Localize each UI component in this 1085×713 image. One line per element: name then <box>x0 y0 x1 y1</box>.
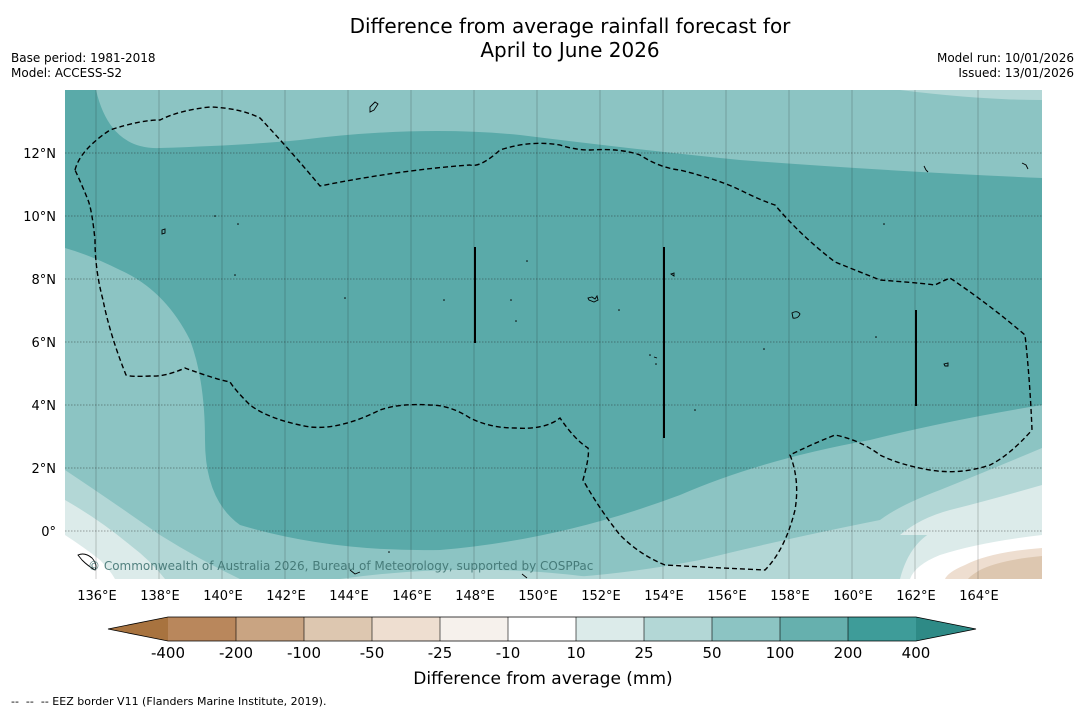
eez-footnote: -- -- -- EEZ border V11 (Flanders Marine… <box>11 695 327 708</box>
colorbar-segments <box>107 616 977 642</box>
issued-date: Issued: 13/01/2026 <box>958 66 1074 80</box>
lat-tick-label: 6°N <box>32 336 57 351</box>
colorbar-tick-label: 25 <box>634 644 653 662</box>
gridlines <box>95 90 979 579</box>
colorbar-segment <box>780 617 848 641</box>
lon-tick-label: 140°E <box>203 589 243 604</box>
islands <box>77 101 1029 579</box>
lat-tick-label: 10°N <box>23 210 56 225</box>
colorbar-segment <box>576 617 644 641</box>
longitude-tick-labels: 136°E 138°E 140°E 142°E 144°E 146°E 148°… <box>77 589 999 604</box>
colorbar-tick-label: 400 <box>902 644 931 662</box>
colorbar-segment <box>848 617 916 641</box>
colorbar-tick-label: 200 <box>834 644 863 662</box>
colorbar-tick-label: -100 <box>287 644 321 662</box>
lon-tick-label: 148°E <box>455 589 495 604</box>
colorbar-tick-label: -400 <box>151 644 185 662</box>
colorbar-segment <box>168 617 236 641</box>
lat-tick-label: 12°N <box>23 147 56 162</box>
colorbar-extend-low <box>108 617 168 641</box>
lon-tick-label: 162°E <box>896 589 936 604</box>
band-bottom-centre <box>340 569 600 579</box>
lon-tick-label: 158°E <box>770 589 810 604</box>
lat-tick-label: 8°N <box>32 273 57 288</box>
metadata-left: Base period: 1981-2018 Model: ACCESS-S2 <box>11 51 156 81</box>
colorbar-segment <box>508 617 576 641</box>
chart-title: Difference from average rainfall forecas… <box>0 14 1085 62</box>
colorbar-tick-label: -10 <box>496 644 521 662</box>
colorbar-segment <box>712 617 780 641</box>
colorbar-segment <box>644 617 712 641</box>
copyright-watermark: © Commonwealth of Australia 2026, Bureau… <box>88 559 593 573</box>
lat-tick-label: 0° <box>41 525 56 540</box>
colorbar-tick-label: -25 <box>428 644 453 662</box>
title-line-1: Difference from average rainfall forecas… <box>349 14 791 38</box>
colorbar: -400 -200 -100 -50 -25 -10 10 25 50 100 200 400 Dif… <box>107 616 977 689</box>
colorbar-tick-label: 50 <box>702 644 721 662</box>
colorbar-segment <box>440 617 508 641</box>
lat-tick-label: 2°N <box>32 462 57 477</box>
latitude-tick-labels: 12°N 10°N 8°N 6°N 4°N 2°N 0° <box>23 147 56 540</box>
base-period: Base period: 1981-2018 <box>11 51 156 65</box>
lon-tick-label: 146°E <box>392 589 432 604</box>
colorbar-tick-label: -200 <box>219 644 253 662</box>
lon-tick-label: 154°E <box>644 589 684 604</box>
band-dry-east-b <box>968 556 1042 579</box>
colorbar-title: Difference from average (mm) <box>413 669 672 689</box>
lon-tick-label: 164°E <box>959 589 999 604</box>
lon-tick-label: 138°E <box>140 589 180 604</box>
lon-tick-label: 152°E <box>581 589 621 604</box>
title-line-2: April to June 2026 <box>480 38 660 62</box>
lon-tick-label: 150°E <box>518 589 558 604</box>
colorbar-segment <box>372 617 440 641</box>
map-area: © Commonwealth of Australia 2026, Bureau… <box>65 90 1042 579</box>
lon-tick-label: 156°E <box>707 589 747 604</box>
lat-tick-label: 4°N <box>32 399 57 414</box>
colorbar-segment <box>236 617 304 641</box>
band-top-right <box>900 90 1042 100</box>
lon-tick-label: 142°E <box>266 589 306 604</box>
colorbar-tick-label: -50 <box>360 644 385 662</box>
lon-tick-label: 136°E <box>77 589 117 604</box>
lon-tick-label: 160°E <box>833 589 873 604</box>
colorbar-labels: -400 -200 -100 -50 -25 -10 10 25 50 100 200 400 <box>151 644 930 662</box>
model-name: Model: ACCESS-S2 <box>11 66 123 80</box>
tiny-islands <box>214 215 885 553</box>
metadata-right: Model run: 10/01/2026 Issued: 13/01/2026 <box>937 51 1074 81</box>
lon-tick-label: 144°E <box>329 589 369 604</box>
colorbar-outline <box>107 616 977 642</box>
colorbar-tick-label: 100 <box>766 644 795 662</box>
model-run: Model run: 10/01/2026 <box>936 51 1074 65</box>
colorbar-extend-high <box>916 617 976 641</box>
colorbar-segment <box>304 617 372 641</box>
latitude-gridlines <box>65 152 1042 532</box>
colorbar-tick-label: 10 <box>566 644 585 662</box>
band-100-200 <box>65 90 1042 551</box>
